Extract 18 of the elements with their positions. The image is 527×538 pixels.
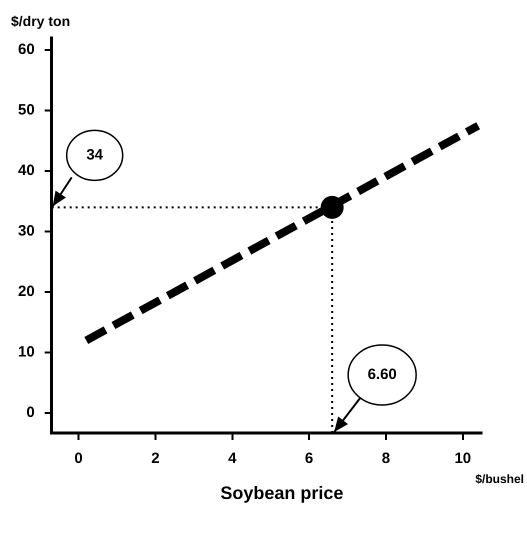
y-tick-label: 60 [18,41,35,58]
ref-line-label: 34 [86,146,104,164]
x-axis-title: Soybean price [220,483,344,503]
text: $/bushel [475,472,524,486]
x-tick-label: 2 [151,450,160,468]
y-tick-label: 0 [26,404,35,422]
y-axis-title: $/dry ton [11,13,70,29]
x-tick-label: 0 [74,450,83,468]
y-tick-label: 20 [18,283,35,300]
x-tick-label: 10 [454,450,472,468]
y-tick-label: 30 [18,222,35,240]
ref-line-label: 6.60 [368,366,397,384]
y-tick-label: 40 [18,162,35,180]
x-tick-label: 8 [382,450,390,468]
y-tick-label: 50 [18,102,35,119]
x-tick-label: 4 [228,450,238,468]
x-tick-label: 6 [304,450,314,468]
y-tick-label: 10 [18,344,35,361]
